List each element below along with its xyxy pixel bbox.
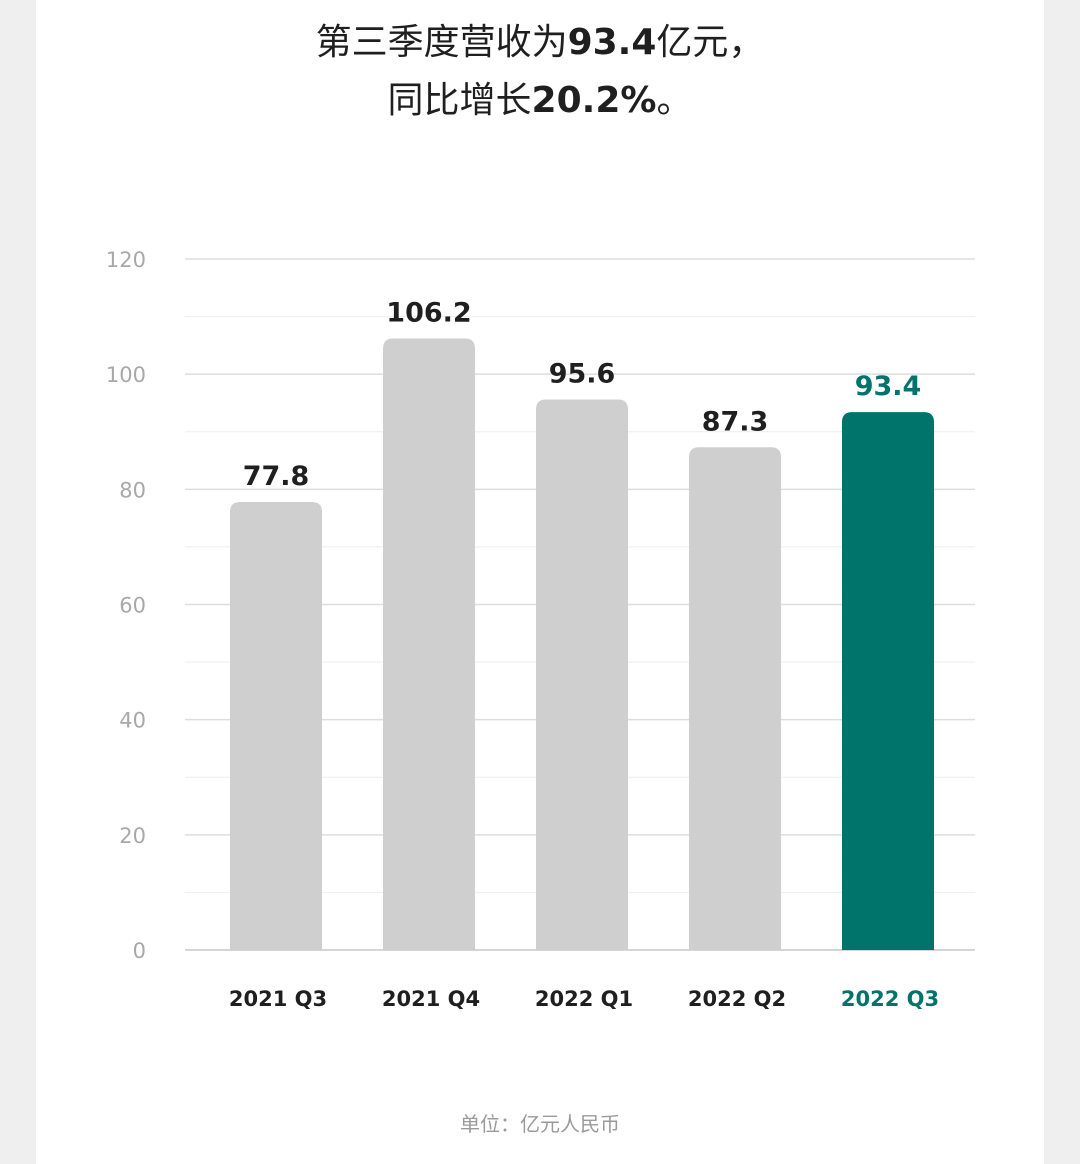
x-category-label: 2022 Q1 [535,987,633,1011]
y-tick-label: 100 [106,363,146,387]
bar-2022-q3 [842,412,934,951]
y-tick-label: 120 [106,248,146,272]
headline-text: 。 [656,80,693,121]
value-label: 106.2 [386,297,471,328]
y-tick-label: 80 [119,478,146,502]
headline-text: 同比增长 [387,80,532,121]
bar-2021-q4 [383,338,475,951]
value-labels: 77.8 106.2 95.6 87.3 93.4 [243,297,922,492]
headline-line-2: 同比增长20.2%。 [0,72,1080,130]
unit-note: 单位：亿元人民币 [460,1112,620,1136]
x-axis-categories: 2021 Q3 2021 Q4 2022 Q1 2022 Q2 2022 Q3 [229,987,939,1011]
headline-text: 亿元， [656,22,765,63]
y-tick-label: 20 [119,824,146,848]
headline-revenue-value: 93.4 [567,22,657,63]
x-category-label: 2021 Q3 [229,987,327,1011]
y-tick-label: 40 [119,709,146,733]
x-category-label: 2022 Q3 [841,987,939,1011]
value-label: 93.4 [855,371,922,402]
bar-2021-q3 [230,502,322,950]
y-axis-ticks: 0 20 40 60 80 100 120 [106,248,146,963]
x-category-label: 2021 Q4 [382,987,480,1011]
headline-text: 第三季度营收为 [315,22,568,63]
headline-growth-value: 20.2% [531,80,657,121]
y-tick-label: 60 [119,594,146,618]
headline-line-1: 第三季度营收为93.4亿元， [0,14,1080,72]
y-tick-label: 0 [133,939,146,963]
bar-2022-q1 [536,399,628,951]
x-category-label: 2022 Q2 [688,987,786,1011]
headline: 第三季度营收为93.4亿元， 同比增长20.2%。 [0,14,1080,130]
value-label: 87.3 [702,406,769,437]
bar-2022-q2 [689,447,781,950]
bars [230,338,934,951]
value-label: 77.8 [243,461,310,492]
value-label: 95.6 [549,359,616,390]
